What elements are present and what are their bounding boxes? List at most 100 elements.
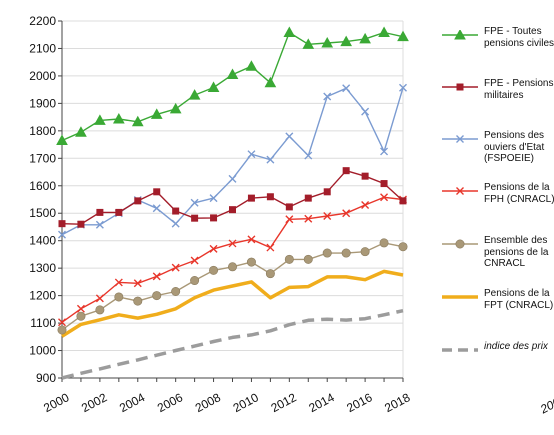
- data-point-x: [133, 279, 142, 288]
- y-tick-label: 1200: [29, 289, 56, 303]
- data-point-x: [323, 92, 332, 101]
- y-tick-label: 1900: [29, 96, 56, 110]
- data-point-square: [77, 220, 85, 228]
- data-point-square: [191, 214, 199, 222]
- x-tick-label: 2016: [344, 390, 374, 415]
- data-point-x: [95, 294, 104, 303]
- data-point-x: [456, 135, 464, 143]
- series-indice-des-prix: [61, 308, 404, 380]
- data-point-circle: [209, 265, 219, 275]
- x-tick-label: 2010: [231, 390, 261, 415]
- y-tick-label: 2200: [29, 14, 56, 28]
- data-point-triangle: [226, 68, 239, 80]
- data-point-circle: [284, 254, 294, 264]
- data-point-square: [266, 193, 274, 201]
- series-line: [61, 308, 404, 380]
- data-point-triangle: [378, 26, 390, 38]
- data-point-x: [114, 278, 123, 287]
- y-tick-label: 1300: [29, 261, 56, 275]
- y-tick-label: 2100: [29, 41, 56, 55]
- axes: [58, 20, 404, 382]
- data-point-circle: [265, 269, 275, 279]
- y-tick-label: 1600: [29, 179, 56, 193]
- y-tick-label: 1800: [29, 124, 56, 138]
- data-point-circle: [322, 248, 332, 258]
- x-tick-label: 2014: [306, 390, 336, 415]
- series-ensemble-des-pensions-de-la-cnracl: [57, 238, 408, 335]
- data-point-circle: [228, 262, 238, 272]
- data-point-x: [171, 263, 180, 272]
- data-point-x: [190, 198, 199, 207]
- y-tick-label: 1000: [29, 344, 56, 358]
- data-point-square: [172, 207, 180, 215]
- legend-swatch: [442, 239, 478, 249]
- data-point-x: [247, 235, 256, 244]
- y-tick-label: 900: [36, 371, 56, 385]
- series-group: [56, 26, 409, 380]
- data-point-circle: [152, 291, 162, 301]
- data-point-x: [171, 219, 180, 228]
- data-point-triangle: [397, 30, 409, 42]
- legend-swatch: [442, 187, 478, 195]
- x-tick-label: 2006: [155, 390, 185, 415]
- data-point-triangle: [75, 126, 87, 137]
- data-point-triangle: [359, 32, 371, 44]
- data-point-triangle: [131, 115, 144, 127]
- data-point-triangle: [188, 89, 201, 100]
- data-point-square: [115, 208, 123, 216]
- data-point-triangle: [302, 38, 315, 49]
- legend-label: Pensions de la FPH (CNRACL): [484, 182, 554, 205]
- data-point-x: [323, 211, 332, 220]
- data-point-circle: [133, 296, 143, 306]
- data-point-x: [58, 318, 66, 327]
- data-point-x: [342, 209, 351, 218]
- data-point-x: [152, 272, 161, 281]
- x-tick-label: 2000: [41, 390, 71, 415]
- data-point-triangle: [94, 114, 106, 125]
- data-point-triangle: [283, 26, 296, 38]
- data-point-x: [342, 84, 351, 93]
- data-point-x: [456, 187, 464, 195]
- data-point-square: [304, 194, 312, 202]
- data-point-triangle: [56, 134, 68, 145]
- data-point-square: [342, 167, 350, 175]
- legend-label: Pensions des ouviers d'Etat (FSPOEIE): [484, 130, 545, 164]
- data-point-square: [58, 220, 66, 228]
- series-fpe-toutes-pensions-civiles: [56, 26, 409, 145]
- data-point-triangle: [454, 30, 466, 40]
- series-pensions-de-la-fpt-cnracl-: [61, 269, 404, 338]
- data-point-x: [380, 147, 389, 156]
- legend-swatch: [442, 83, 478, 91]
- data-point-x: [361, 200, 370, 209]
- data-point-square: [247, 194, 255, 202]
- data-point-square: [285, 203, 293, 211]
- data-point-triangle: [150, 108, 163, 119]
- data-point-triangle: [340, 35, 353, 47]
- data-point-triangle: [245, 60, 258, 71]
- data-point-triangle: [207, 81, 220, 92]
- y-tick-label: 1700: [29, 151, 56, 165]
- data-point-square: [210, 214, 218, 222]
- data-point-triangle: [169, 102, 182, 114]
- data-point-square: [96, 208, 104, 216]
- data-point-circle: [341, 248, 351, 258]
- y-tick-labels: 900 1000 1100 1200 1300 1400 1500 1600 1700 1800 1…: [29, 14, 56, 385]
- series-pensions-de-la-fph-cnracl-: [58, 193, 407, 327]
- data-point-triangle: [321, 36, 334, 48]
- data-point-square: [229, 206, 236, 214]
- data-point-circle: [246, 257, 256, 267]
- series-line: [61, 269, 404, 338]
- legend-label: FPE - Pensions militaires: [484, 78, 554, 101]
- legend-swatch: [442, 348, 478, 352]
- data-point-circle: [360, 247, 370, 257]
- data-point-x: [380, 193, 389, 202]
- legend-swatch: [442, 30, 478, 40]
- data-point-x: [95, 220, 104, 229]
- data-point-circle: [114, 292, 124, 302]
- data-point-x: [190, 256, 199, 265]
- data-point-square: [361, 172, 369, 180]
- y-tick-label: 1500: [29, 206, 56, 220]
- data-point-x: [58, 230, 66, 239]
- legend-label: Ensemble des pensions de la CNRACL: [484, 235, 549, 269]
